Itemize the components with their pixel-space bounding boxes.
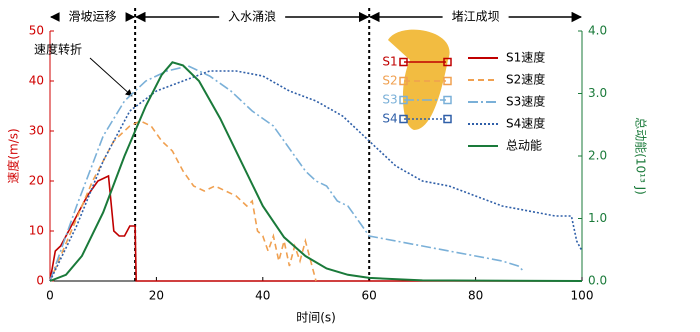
phase-label-bg bbox=[219, 8, 286, 26]
phase-label: 堵江成坝 bbox=[452, 10, 500, 24]
inset-marker bbox=[399, 76, 408, 86]
x-tick-label: 40 bbox=[255, 289, 270, 303]
annotation: 速度转折 bbox=[34, 42, 82, 57]
y-tick-label: 50 bbox=[29, 24, 44, 38]
series-line bbox=[49, 174, 582, 282]
inset-label: S3 bbox=[382, 93, 397, 107]
y2-tick-label: 3.0 bbox=[588, 86, 607, 100]
x-tick-label: 20 bbox=[149, 289, 164, 303]
legend-label: S2速度 bbox=[506, 72, 545, 87]
series-line bbox=[49, 65, 525, 282]
y-tick-label: 10 bbox=[29, 224, 44, 238]
y-tick-label: 0 bbox=[36, 274, 44, 288]
x-tick-label: 0 bbox=[46, 289, 54, 303]
inset-marker bbox=[399, 57, 408, 67]
y-tick-label: 20 bbox=[29, 174, 44, 188]
inset-label: S4 bbox=[382, 112, 397, 126]
series-line bbox=[49, 120, 317, 282]
y2-tick-label: 4.0 bbox=[588, 24, 607, 38]
inset-landslide bbox=[388, 29, 450, 130]
x-tick-label: 100 bbox=[571, 289, 594, 303]
inset-marker bbox=[443, 76, 452, 86]
x-axis-label: 时间(s) bbox=[296, 311, 336, 325]
legend-label: S4速度 bbox=[506, 116, 545, 131]
y2-tick-label: 1.0 bbox=[588, 211, 607, 225]
annotation-arrow bbox=[89, 57, 133, 97]
x-tick-label: 60 bbox=[362, 289, 377, 303]
phase-label: 入水涌浪 bbox=[228, 9, 276, 24]
y-axis-label: 速度(m/s) bbox=[6, 128, 21, 183]
series-line bbox=[49, 70, 583, 282]
series-line bbox=[49, 61, 583, 282]
inset-marker bbox=[443, 114, 452, 124]
inset-marker bbox=[443, 95, 452, 105]
phase-label: 滑坡运移 bbox=[69, 10, 117, 24]
y-tick-label: 30 bbox=[29, 124, 44, 138]
legend-label: S1速度 bbox=[506, 50, 545, 65]
legend-label: S3速度 bbox=[506, 94, 545, 109]
phase-label-bg bbox=[442, 8, 509, 26]
inset-label: S2 bbox=[382, 74, 397, 88]
inset-marker bbox=[399, 114, 408, 124]
y2-tick-label: 2.0 bbox=[588, 149, 607, 163]
inset-marker bbox=[443, 57, 452, 67]
inset-label: S1 bbox=[382, 55, 397, 69]
y2-axis-label: 总动能(10¹³ J) bbox=[634, 117, 648, 195]
phase-label-bg bbox=[59, 8, 126, 26]
x-tick-label: 80 bbox=[468, 289, 483, 303]
y2-tick-label: 0.0 bbox=[588, 274, 607, 288]
y-tick-label: 40 bbox=[29, 74, 44, 88]
legend-label: 总动能 bbox=[506, 139, 542, 153]
inset-marker bbox=[399, 95, 408, 105]
